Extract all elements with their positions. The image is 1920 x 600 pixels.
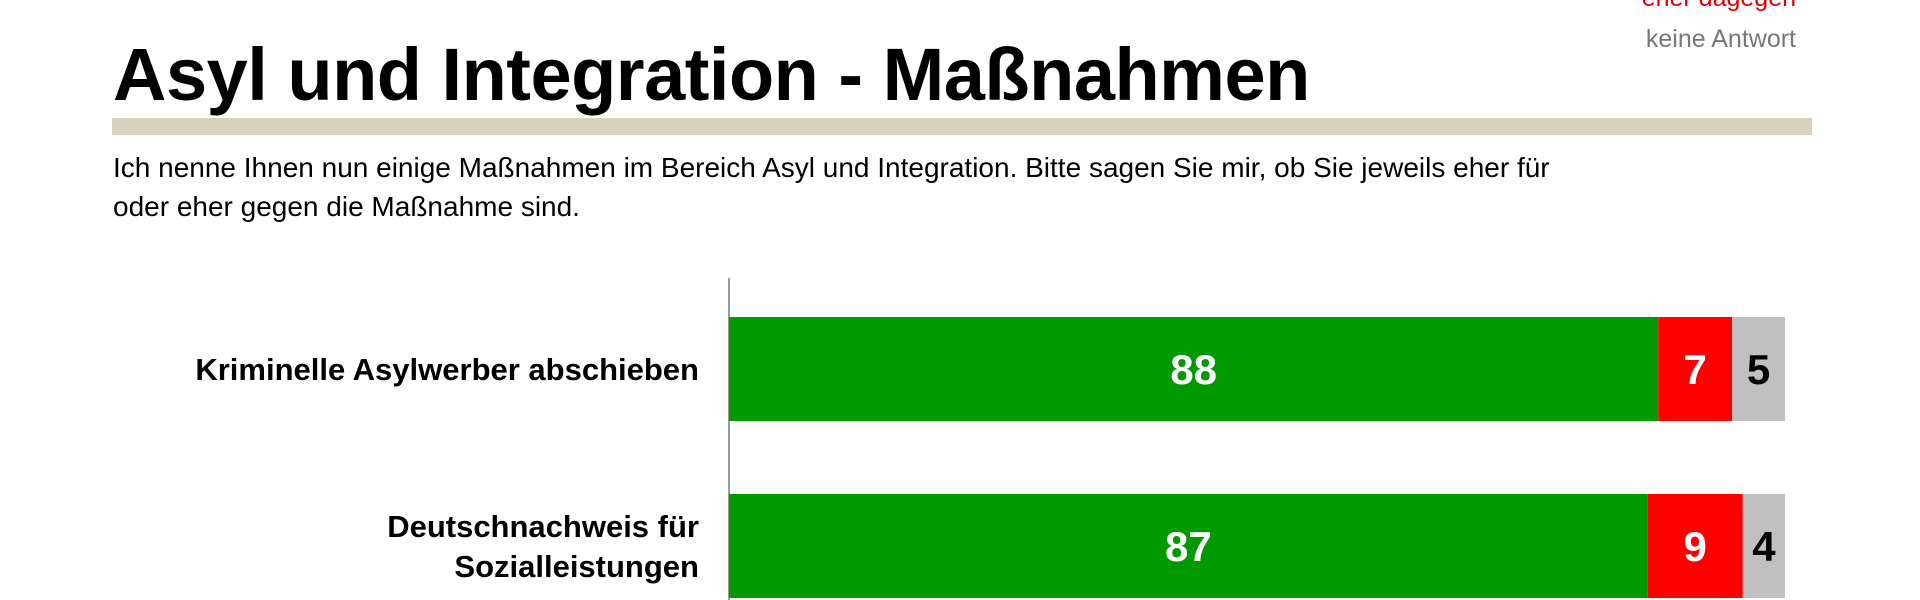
category-label-1-1: Sozialleistungen — [454, 549, 699, 584]
legend: eher dagegen keine Antwort — [1642, 0, 1796, 60]
category-label-1-0: Deutschnachweis für — [387, 509, 699, 544]
legend-item-against: eher dagegen — [1642, 0, 1796, 19]
bar-segment-1-0 — [729, 494, 1648, 598]
bar-segment-0-2 — [1732, 317, 1785, 421]
bar-value-label-1-0: 87 — [1165, 523, 1212, 570]
bar-value-label-0-1: 7 — [1684, 346, 1707, 393]
page-title: Asyl und Integration - Maßnahmen — [113, 33, 1310, 116]
bar-value-label-0-2: 5 — [1747, 346, 1770, 393]
bar-segment-1-1 — [1647, 494, 1743, 598]
bar-value-label-1-2: 4 — [1752, 523, 1776, 570]
bar-value-label-0-0: 88 — [1170, 346, 1217, 393]
title-divider — [112, 118, 1812, 135]
legend-item-no-answer: keine Antwort — [1645, 25, 1796, 53]
bar-segment-0-0 — [729, 317, 1659, 421]
bar-value-label-1-1: 9 — [1684, 523, 1707, 570]
question-text: Ich nenne Ihnen nun einige Maßnahmen im … — [113, 152, 1550, 222]
category-label-0-0: Kriminelle Asylwerber abschieben — [195, 352, 699, 387]
bar-segment-1-2 — [1742, 494, 1785, 598]
bar-segment-0-1 — [1658, 317, 1733, 421]
